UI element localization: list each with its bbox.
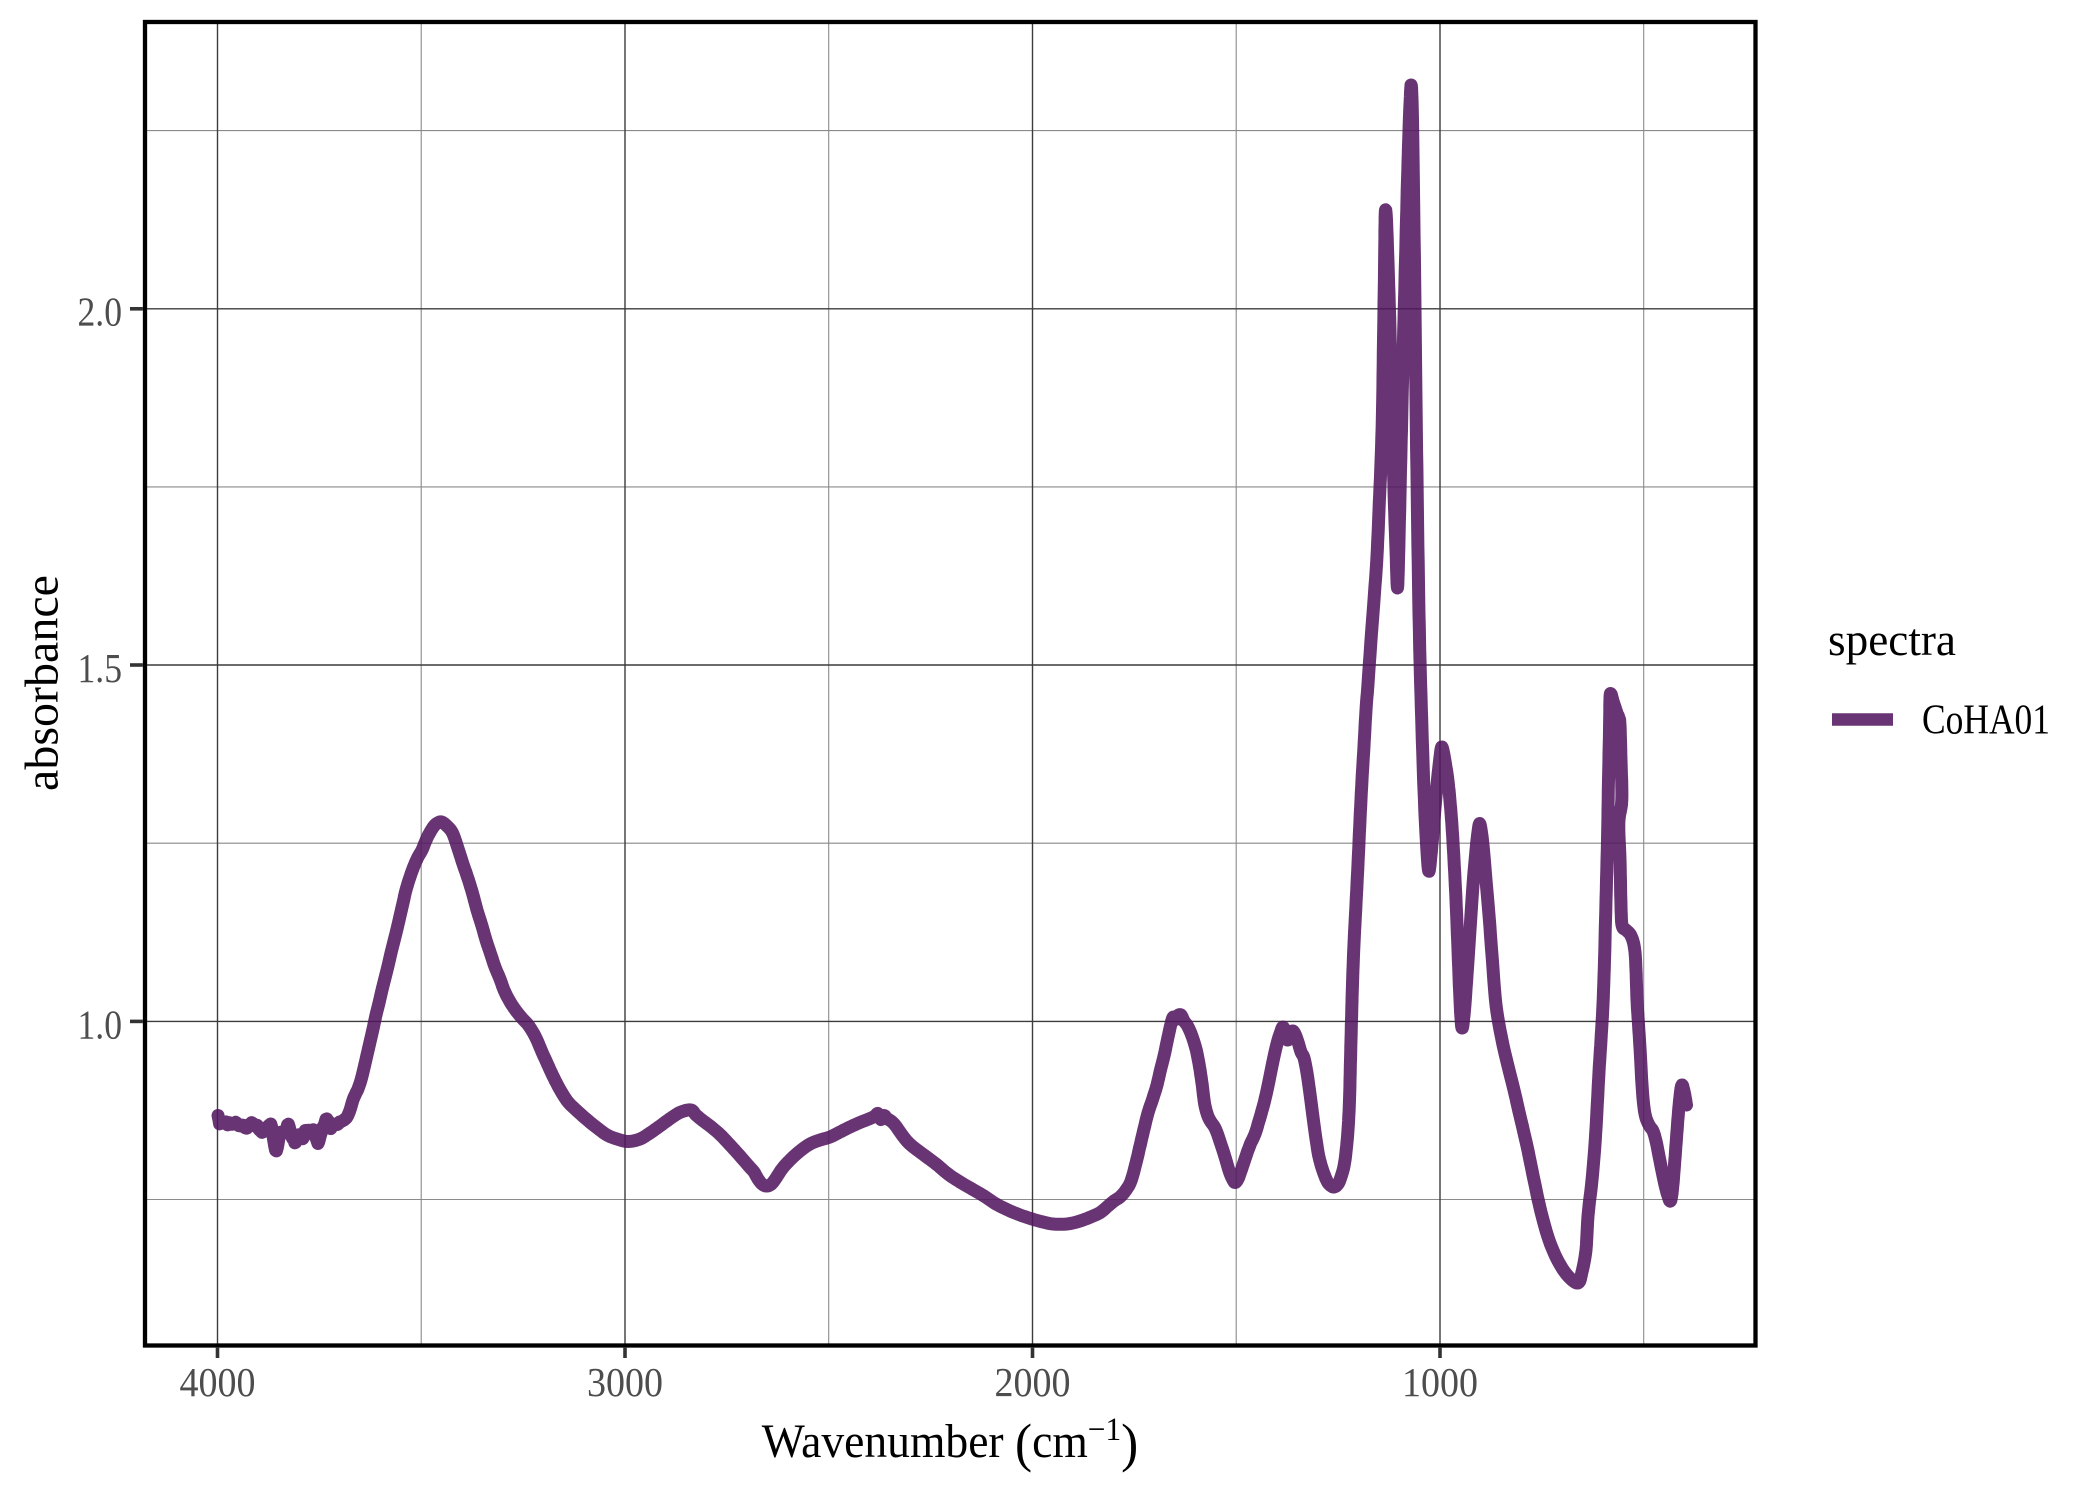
svg-text:1.0: 1.0: [78, 1001, 123, 1047]
svg-text:CoHA01: CoHA01: [1922, 698, 2050, 744]
svg-text:2.0: 2.0: [78, 289, 123, 335]
svg-text:3000: 3000: [587, 1359, 663, 1405]
svg-text:spectra: spectra: [1828, 614, 1956, 665]
svg-text:Wavenumber (cm−1): Wavenumber (cm−1): [762, 1410, 1138, 1473]
svg-text:2000: 2000: [995, 1359, 1071, 1405]
svg-text:1000: 1000: [1402, 1359, 1478, 1405]
svg-text:1.5: 1.5: [78, 645, 123, 691]
svg-text:absorbance: absorbance: [16, 575, 69, 791]
svg-text:4000: 4000: [180, 1359, 256, 1405]
